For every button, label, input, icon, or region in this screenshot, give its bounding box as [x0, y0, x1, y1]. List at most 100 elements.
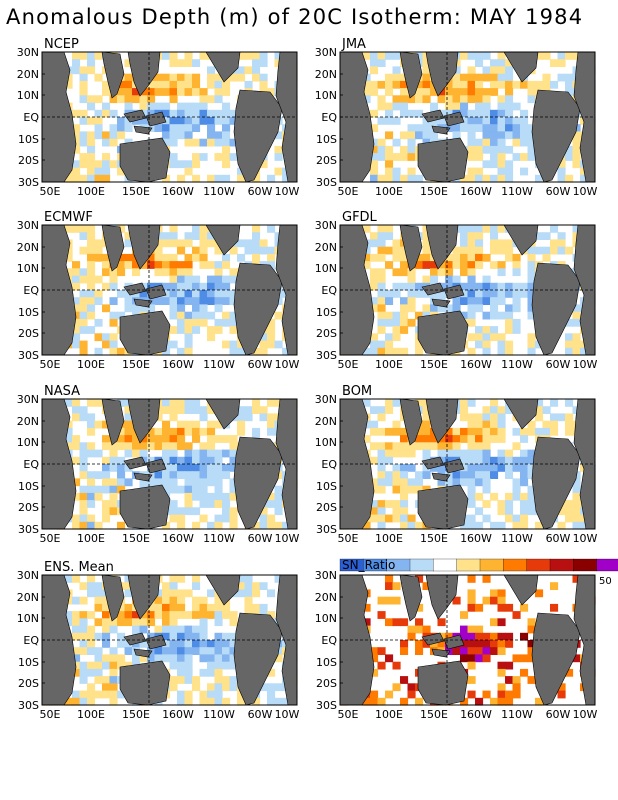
x-tick-label: 10W — [275, 185, 300, 198]
y-tick-label: 10S — [18, 480, 39, 493]
y-tick-label: EQ — [23, 458, 39, 471]
x-tick-label: 160W — [162, 358, 194, 371]
y-tick-label: 10S — [316, 133, 337, 146]
x-tick-label: 50E — [338, 358, 359, 371]
panel-title: NCEP — [44, 37, 79, 52]
x-tick-label: 50E — [338, 708, 359, 721]
y-tick-label: 30N — [315, 393, 337, 406]
y-tick-label: 20N — [17, 241, 39, 254]
y-tick-label: 10N — [315, 436, 337, 449]
legend-swatch — [479, 558, 504, 572]
y-tick-label: 20S — [316, 154, 337, 167]
heatmap-field — [41, 574, 298, 706]
y-tick-label: EQ — [321, 458, 337, 471]
x-tick-label: 160W — [162, 185, 194, 198]
y-tick-label: 30S — [18, 176, 39, 189]
y-tick-label: 30S — [316, 349, 337, 362]
x-tick-label: 110W — [203, 708, 235, 721]
y-tick-label: 10N — [315, 89, 337, 102]
y-tick-label: 20N — [315, 415, 337, 428]
legend-swatch — [573, 558, 598, 572]
y-tick-label: 30S — [316, 699, 337, 712]
y-tick-label: 10S — [316, 480, 337, 493]
y-tick-label: 30S — [18, 523, 39, 536]
x-tick-label: 110W — [203, 185, 235, 198]
sn-legend: SN_Ratio 50 — [339, 558, 618, 587]
x-tick-label: 10W — [275, 532, 300, 545]
heatmap-field — [339, 51, 596, 183]
y-tick-label: 10N — [315, 262, 337, 275]
y-tick-label: 10S — [18, 133, 39, 146]
y-tick-label: 30N — [315, 219, 337, 232]
x-tick-label: 50E — [338, 532, 359, 545]
x-tick-label: 60W — [546, 185, 571, 198]
y-tick-label: 30N — [17, 393, 39, 406]
y-tick-label: 10N — [17, 612, 39, 625]
panel-title: GFDL — [342, 210, 378, 225]
y-tick-label: 20S — [18, 677, 39, 690]
y-tick-label: 10S — [18, 306, 39, 319]
y-tick-label: 20N — [315, 68, 337, 81]
x-tick-label: 150E — [122, 358, 150, 371]
x-tick-label: 100E — [77, 358, 105, 371]
x-tick-label: 150E — [420, 708, 448, 721]
y-tick-label: 20N — [315, 241, 337, 254]
heatmap-field — [339, 224, 596, 356]
x-tick-label: 150E — [122, 708, 150, 721]
y-tick-label: 20S — [18, 501, 39, 514]
x-tick-label: 60W — [546, 708, 571, 721]
x-tick-label: 10W — [573, 358, 598, 371]
y-tick-label: 10S — [18, 656, 39, 669]
panel-title: JMA — [341, 37, 366, 52]
x-tick-label: 100E — [375, 708, 403, 721]
x-tick-label: 100E — [375, 358, 403, 371]
y-tick-label: 20N — [17, 591, 39, 604]
x-tick-label: 10W — [573, 185, 598, 198]
y-tick-label: 20S — [316, 677, 337, 690]
x-tick-label: 110W — [501, 708, 533, 721]
y-tick-label: 10S — [316, 306, 337, 319]
x-tick-label: 160W — [162, 708, 194, 721]
y-tick-label: 30N — [17, 569, 39, 582]
x-tick-label: 160W — [460, 358, 492, 371]
legend-swatch — [409, 558, 434, 572]
x-tick-label: 110W — [501, 532, 533, 545]
y-tick-label: 10N — [17, 436, 39, 449]
y-tick-label: 20S — [316, 501, 337, 514]
y-tick-label: 10N — [17, 262, 39, 275]
x-tick-label: 150E — [420, 532, 448, 545]
panel-title: BOM — [342, 384, 372, 399]
heatmap-field — [41, 51, 298, 183]
y-tick-label: 30N — [315, 569, 337, 582]
panel-title: ECMWF — [44, 210, 93, 225]
y-tick-label: EQ — [23, 284, 39, 297]
legend-swatch — [503, 558, 528, 572]
legend-swatch — [549, 558, 574, 572]
x-tick-label: 110W — [203, 532, 235, 545]
y-tick-label: 10S — [316, 656, 337, 669]
legend-swatch — [456, 558, 481, 572]
y-tick-label: 20N — [17, 415, 39, 428]
y-tick-label: EQ — [321, 284, 337, 297]
x-tick-label: 160W — [460, 708, 492, 721]
x-tick-label: 100E — [375, 532, 403, 545]
x-tick-label: 110W — [501, 185, 533, 198]
x-tick-label: 60W — [546, 532, 571, 545]
y-tick-label: 30S — [316, 176, 337, 189]
x-tick-label: 10W — [573, 532, 598, 545]
x-tick-label: 100E — [375, 185, 403, 198]
y-tick-label: 20S — [18, 154, 39, 167]
x-tick-label: 100E — [77, 708, 105, 721]
x-tick-label: 10W — [275, 358, 300, 371]
x-tick-label: 60W — [248, 358, 273, 371]
y-tick-label: 20N — [315, 591, 337, 604]
y-tick-label: EQ — [23, 111, 39, 124]
x-tick-label: 10W — [573, 708, 598, 721]
x-tick-label: 110W — [203, 358, 235, 371]
y-tick-label: 20S — [18, 327, 39, 340]
